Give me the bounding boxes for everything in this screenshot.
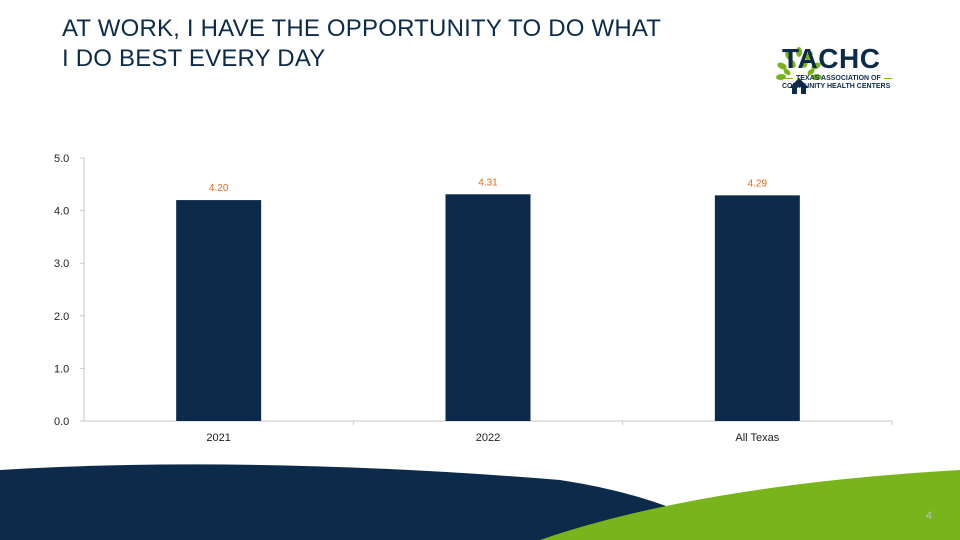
x-tick-label: 2022 <box>476 432 500 444</box>
x-tick-label: All Texas <box>735 432 779 444</box>
bar <box>176 200 262 421</box>
y-tick-label: 3.0 <box>54 258 69 270</box>
data-label: 4.20 <box>209 183 229 194</box>
y-tick-label: 1.0 <box>54 363 69 375</box>
page-number: 4 <box>925 510 932 522</box>
y-tick-label: 0.0 <box>54 416 69 428</box>
bar <box>445 194 531 421</box>
y-tick-label: 4.0 <box>54 206 69 218</box>
y-tick-label: 2.0 <box>54 311 69 323</box>
data-label: 4.29 <box>748 178 768 189</box>
y-tick-label: 5.0 <box>54 153 69 165</box>
slide-title: AT WORK, I HAVE THE OPPORTUNITY TO DO WH… <box>62 14 722 74</box>
logo-name: TACHC <box>782 43 881 74</box>
logo-subtitle: TEXAS ASSOCIATION OF COMMUNITY HEALTH CE… <box>782 75 895 91</box>
title-line-2: I DO BEST EVERY DAY <box>62 45 326 72</box>
logo-subtitle-line-1: TEXAS ASSOCIATION OF <box>782 75 895 83</box>
bar <box>714 195 800 421</box>
data-label: 4.31 <box>478 177 498 188</box>
logo-text: TACHC TEXAS ASSOCIATION OF COMMUNITY HEA… <box>782 44 895 91</box>
title-line-1: AT WORK, I HAVE THE OPPORTUNITY TO DO WH… <box>62 15 662 42</box>
bar-chart: 0.0 1.0 2.0 3.0 4.0 5.0 4.20 2021 4.31 2022 4.29 Al… <box>54 153 893 444</box>
x-tick-label: 2021 <box>206 432 230 444</box>
logo-subtitle-line-2: COMMUNITY HEALTH CENTERS <box>782 83 891 90</box>
